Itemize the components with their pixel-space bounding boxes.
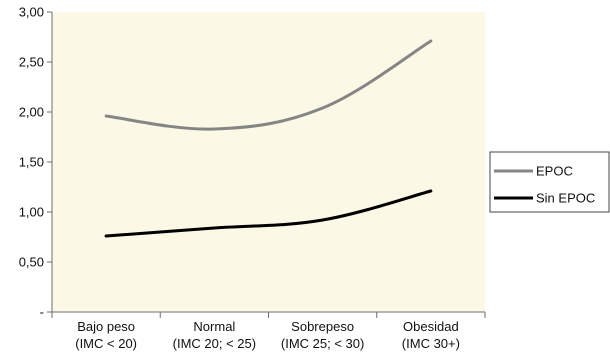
plot-area: [52, 12, 485, 312]
legend-label-epoc: EPOC: [536, 164, 573, 179]
x-tick-label: (IMC 30+): [402, 336, 460, 351]
y-tick-label: 3,00: [19, 5, 44, 20]
x-tick-label: Obesidad: [403, 319, 459, 334]
y-tick-label: 1,00: [19, 205, 44, 220]
legend-box: [489, 151, 610, 213]
x-tick-label: (IMC < 20): [75, 336, 137, 351]
series-line-epoc: [104, 39, 433, 131]
y-tick-label: 0,50: [19, 255, 44, 270]
y-tick-label: 2,50: [19, 55, 44, 70]
y-tick-label: -: [40, 305, 44, 320]
x-tick-label: Bajo peso: [77, 319, 135, 334]
x-tick-label: Sobrepeso: [291, 319, 354, 334]
y-tick-label: 2,00: [19, 105, 44, 120]
legend: EPOC Sin EPOC: [489, 151, 610, 213]
x-axis-ticks: Bajo peso (IMC < 20) Normal (IMC 20; < 25) S…: [51, 312, 486, 351]
y-tick-label: 1,50: [19, 155, 44, 170]
series-line-sin-epoc: [104, 189, 433, 238]
y-axis-ticks: - 0,50 1,00 1,50 2,00 2,50 3,00: [19, 5, 52, 320]
x-tick-label: (IMC 25; < 30): [281, 336, 364, 351]
x-tick-label: Normal: [193, 319, 235, 334]
x-tick-label: (IMC 20; < 25): [173, 336, 256, 351]
legend-label-sin-epoc: Sin EPOC: [536, 191, 595, 206]
series-lines: [104, 39, 433, 238]
